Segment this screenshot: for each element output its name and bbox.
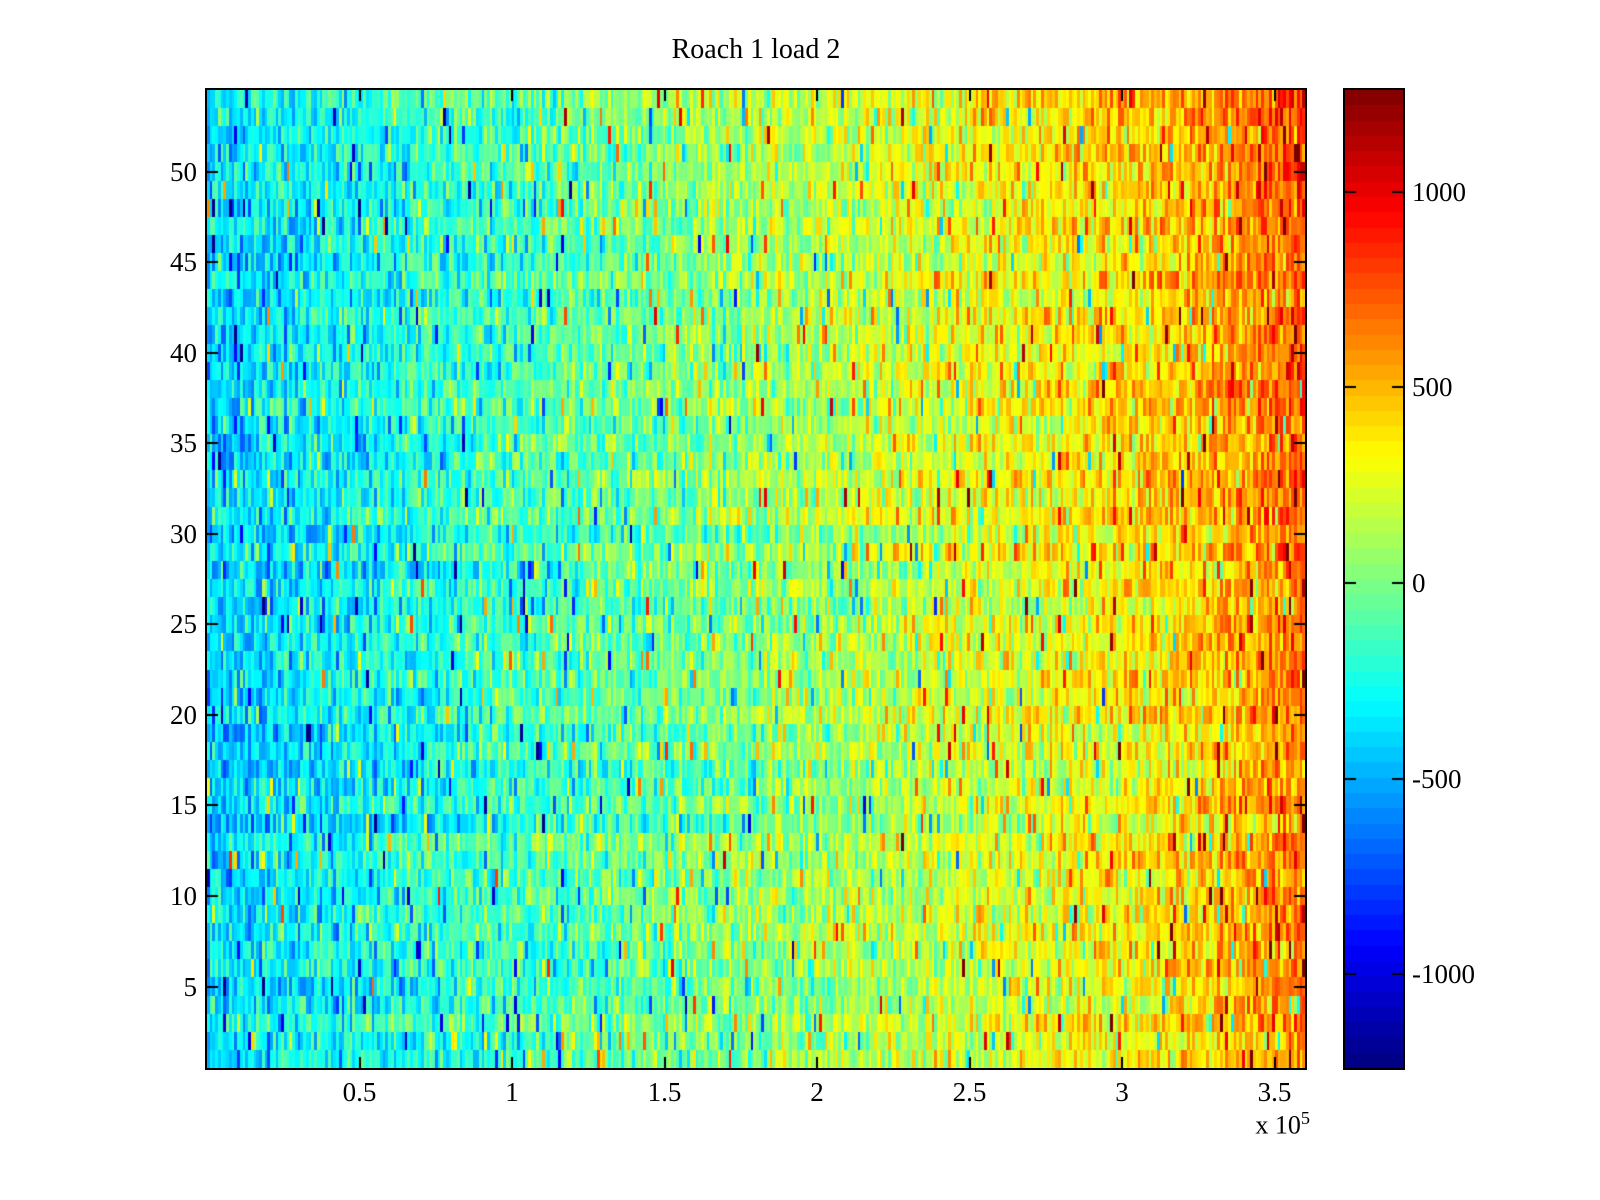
colorbar-canvas — [1343, 88, 1405, 1070]
x-axis-multiplier-base: x 10 — [1255, 1110, 1301, 1140]
colorbar-tick-label: -500 — [1412, 763, 1462, 794]
colorbar-tick-label: 500 — [1412, 372, 1453, 403]
colorbar-tick-label: 1000 — [1412, 176, 1466, 207]
x-axis-multiplier-exponent: 5 — [1300, 1108, 1310, 1128]
x-tick-label: 3.5 — [1257, 1077, 1292, 1107]
x-tick-label: 3 — [1115, 1077, 1129, 1107]
colorbar-tick-label: 0 — [1412, 567, 1426, 598]
chart-title: Roach 1 load 2 — [671, 34, 841, 65]
y-tick-label: 10 — [170, 880, 197, 911]
x-tick-label: 1.5 — [647, 1077, 682, 1107]
x-tick-label: 2 — [810, 1077, 824, 1107]
x-tick-label: 1 — [505, 1077, 519, 1107]
y-tick-label: 25 — [170, 609, 197, 640]
y-tick-label: 30 — [170, 518, 197, 549]
y-tick-label: 15 — [170, 790, 197, 821]
y-tick-label: 20 — [170, 699, 197, 730]
y-tick-label: 35 — [170, 428, 197, 459]
x-tick-label: 2.5 — [952, 1077, 987, 1107]
y-tick-label: 40 — [170, 337, 197, 368]
heatmap-canvas — [205, 88, 1307, 1070]
y-tick-label: 50 — [170, 156, 197, 187]
y-tick-label: 45 — [170, 247, 197, 278]
y-tick-label: 5 — [183, 971, 198, 1002]
x-axis-multiplier: x 105 — [1170, 1108, 1310, 1141]
x-tick-label: 0.5 — [342, 1077, 377, 1107]
colorbar-tick-label: -1000 — [1412, 959, 1475, 990]
